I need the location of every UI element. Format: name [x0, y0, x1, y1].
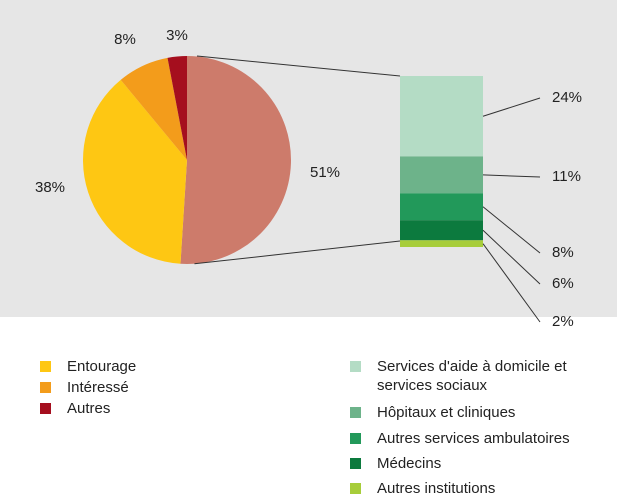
legend-swatch	[40, 361, 51, 372]
legend-item: Médecins	[350, 454, 612, 473]
pie-label: 3%	[166, 27, 188, 44]
legend-label: Hôpitaux et cliniques	[377, 404, 516, 421]
legend-swatch	[350, 483, 361, 494]
legend-label: Médecins	[377, 455, 442, 472]
legend-item: Autres	[40, 399, 300, 418]
leader-line	[482, 97, 541, 117]
legend-swatch	[350, 407, 361, 418]
legend-swatch	[40, 403, 51, 414]
legend-label: Autres institutions	[377, 480, 496, 497]
leader-line	[482, 229, 541, 285]
legend-swatch	[40, 382, 51, 393]
legend-swatch	[350, 458, 361, 469]
legend-item: Autres services ambulatoires	[350, 429, 612, 448]
bar-label: 11%	[552, 168, 581, 185]
bar-segment	[400, 220, 483, 241]
leader-line	[482, 206, 541, 254]
legend-label: Entourage	[67, 358, 137, 375]
legend-item: Services d'aide à domicile et services s…	[350, 357, 612, 395]
leader-line	[482, 243, 541, 323]
legend-item: Entourage	[40, 357, 300, 376]
legend-label: Intéressé	[67, 379, 129, 396]
connector	[194, 240, 401, 265]
bar-segment	[400, 156, 483, 194]
bar-label: 24%	[552, 89, 582, 106]
chart: 51% 38% 8% 3% 24% 11% 8% 6% 2%	[0, 0, 617, 330]
leader-line	[482, 174, 541, 178]
bar-segment	[400, 240, 483, 247]
legend-item: Autres institutions	[350, 479, 612, 498]
legend-item: Hôpitaux et cliniques	[350, 403, 612, 422]
pie-label: 38%	[35, 179, 65, 196]
legend-swatch	[350, 361, 361, 372]
legend-label: Services d'aide à domicile et services s…	[377, 358, 567, 394]
pie-slice	[83, 79, 187, 264]
pie-label: 8%	[114, 31, 136, 48]
pie-slice	[167, 56, 187, 160]
pie-label: 51%	[310, 164, 340, 181]
legend-label: Autres	[67, 400, 111, 417]
legend-item: Intéressé	[40, 378, 300, 397]
legend-label: Autres services ambulatoires	[377, 430, 570, 447]
bar-segment	[400, 193, 483, 221]
connector	[196, 55, 401, 77]
bar-label: 2%	[552, 313, 574, 330]
bar-label: 6%	[552, 275, 574, 292]
bar-label: 8%	[552, 244, 574, 261]
legend-swatch	[350, 433, 361, 444]
pie-slice	[180, 56, 292, 264]
bar-segment	[400, 76, 483, 157]
pie-slice	[120, 57, 187, 160]
